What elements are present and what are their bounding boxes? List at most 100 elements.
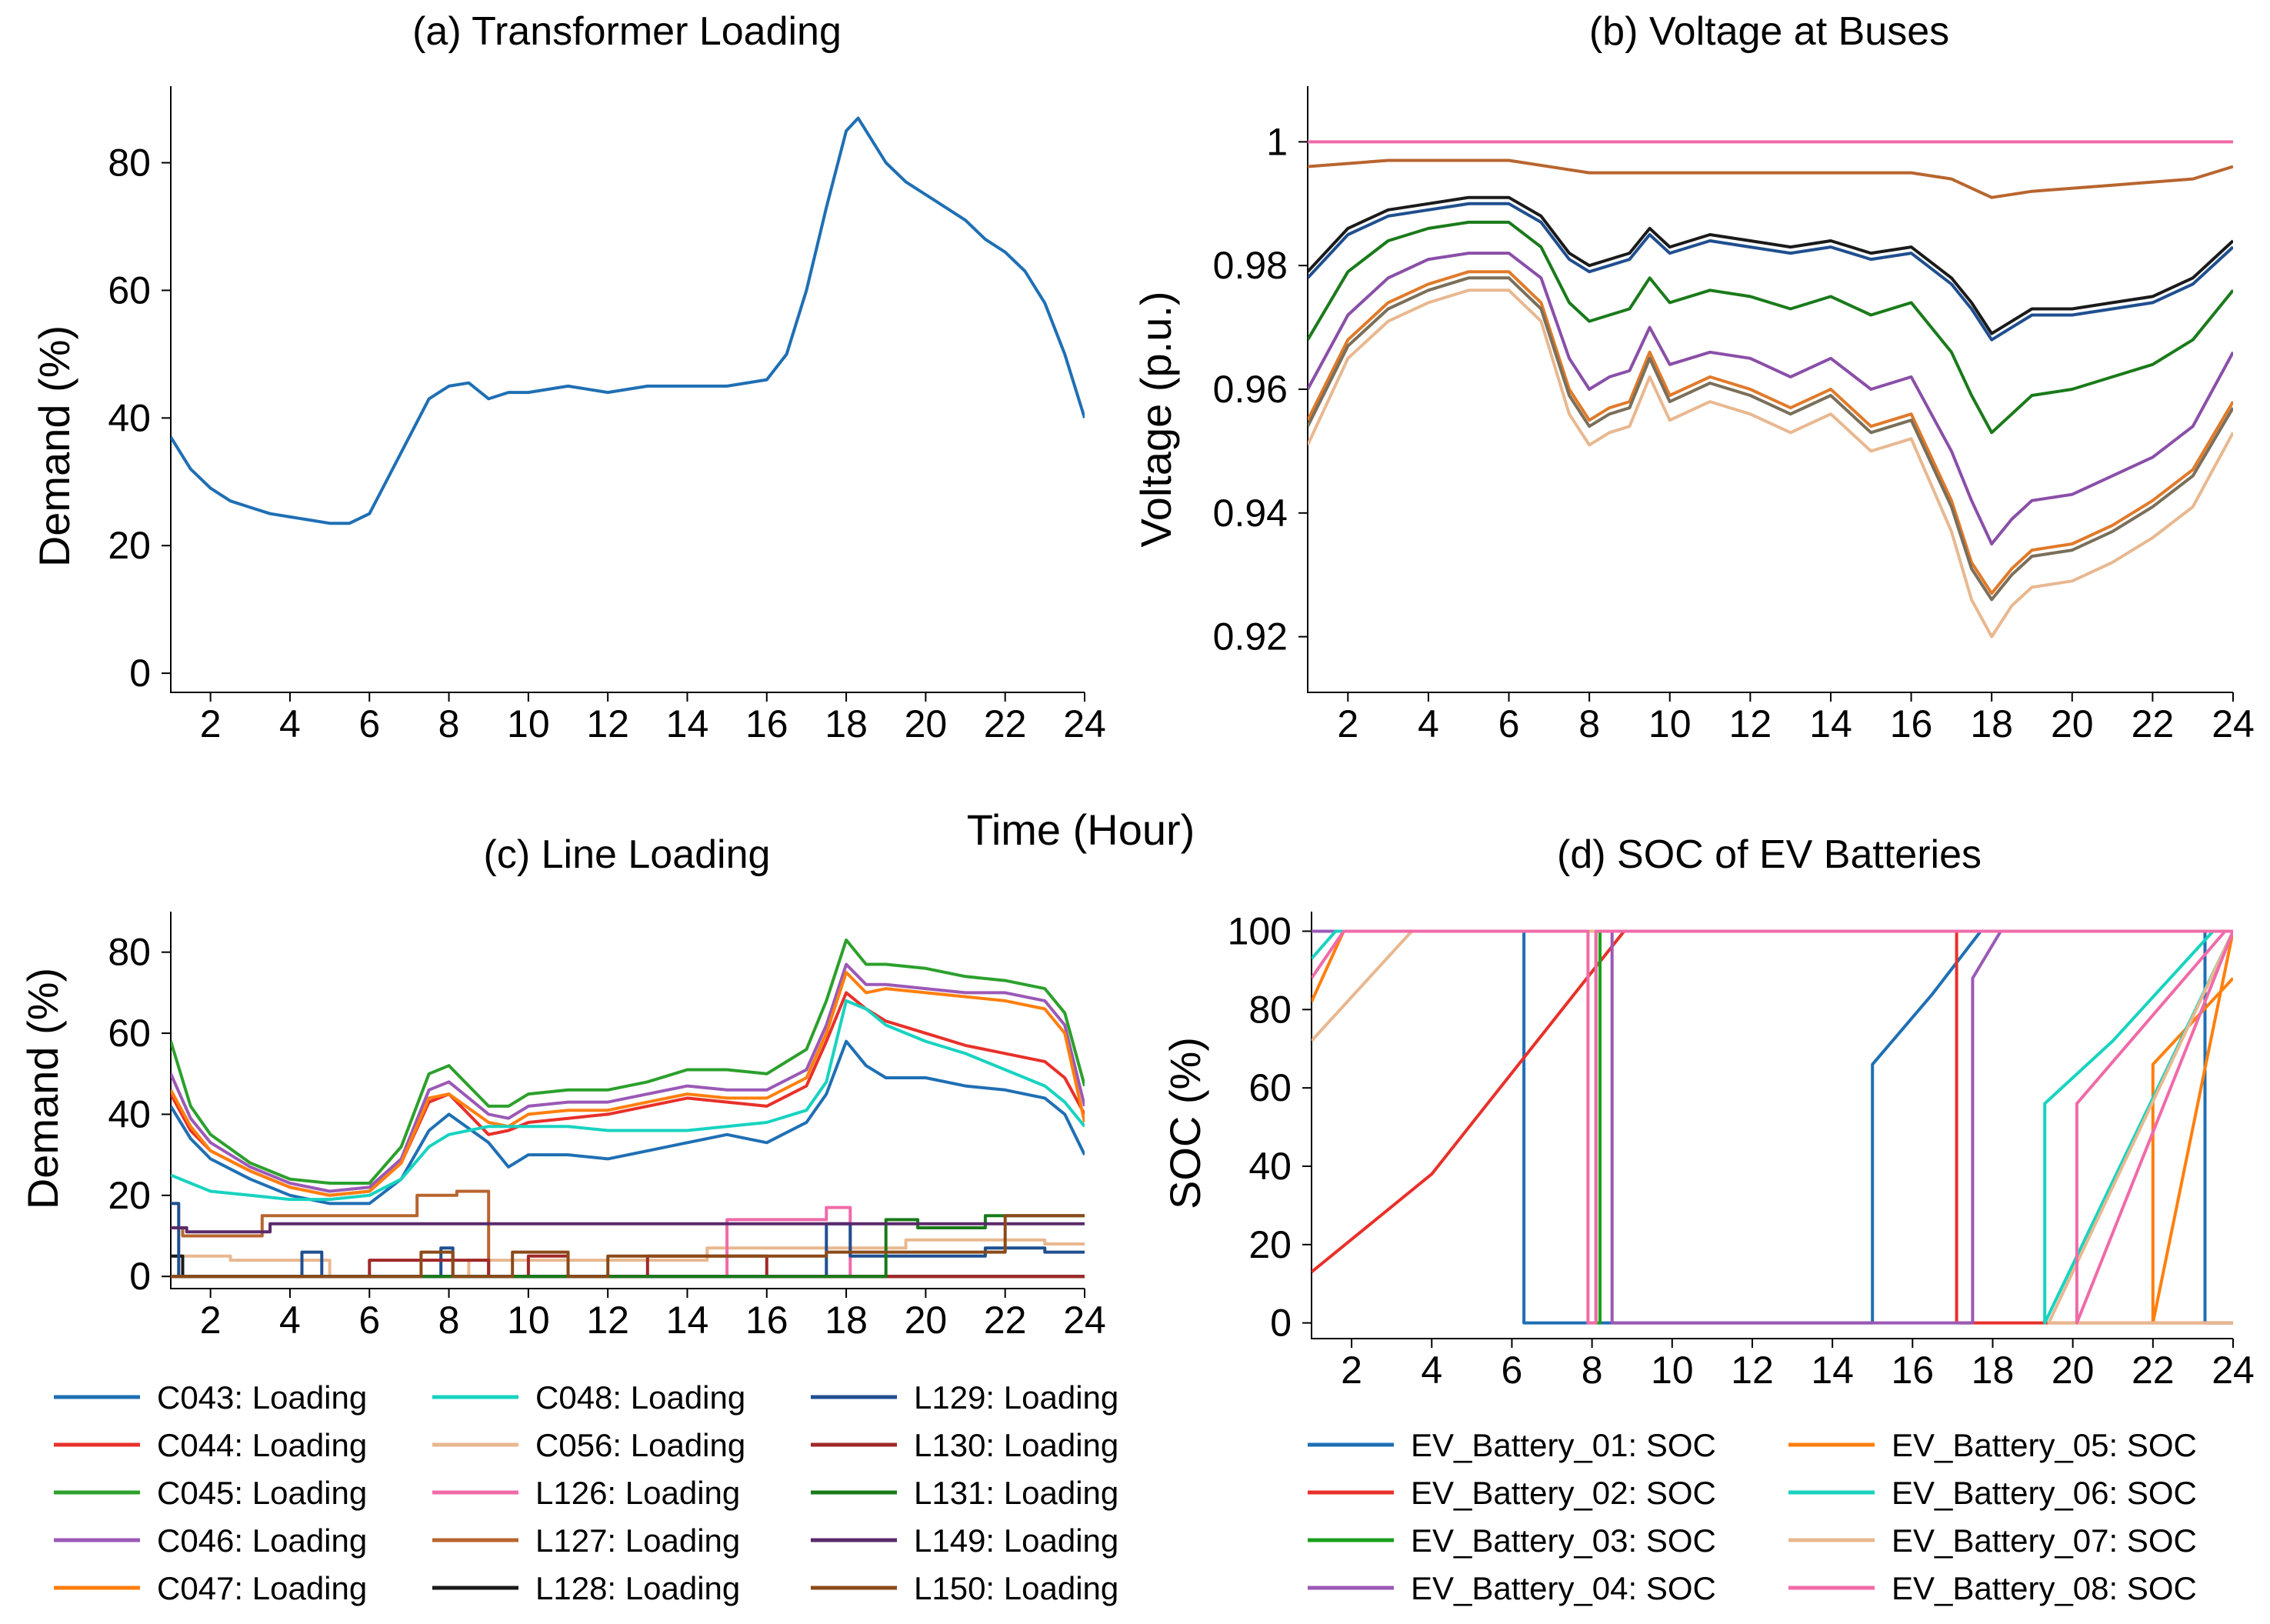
x-tick-label: 6 xyxy=(1502,1349,1523,1392)
y-tick-label: 60 xyxy=(108,1012,151,1055)
series-line-bus-group-4 xyxy=(1308,270,2233,595)
series-line-l150-loading xyxy=(171,1214,1085,1279)
series-line-bus-group-1b xyxy=(1308,202,2233,342)
series-line-ev-battery-02-soc xyxy=(1312,929,2233,1325)
x-tick-label: 2 xyxy=(200,702,222,745)
x-tick-label: 24 xyxy=(2212,1349,2255,1392)
x-tick-label: 6 xyxy=(358,702,380,745)
legend-label: C046: Loading xyxy=(157,1522,367,1559)
series-line-c046-loading xyxy=(171,962,1085,1193)
x-tick-label: 4 xyxy=(1418,702,1439,745)
series-line-c044-loading xyxy=(171,991,1085,1197)
x-tick-label: 8 xyxy=(1578,702,1600,745)
legend-label: L149: Loading xyxy=(914,1522,1118,1559)
y-tick-label: 20 xyxy=(108,1174,151,1217)
legend-label: C048: Loading xyxy=(535,1379,745,1416)
y-tick-label: 40 xyxy=(108,1092,151,1135)
y-tick-label: 20 xyxy=(1248,1223,1292,1266)
x-tick-label: 10 xyxy=(507,702,550,745)
series-line-ev-battery-07-soc xyxy=(1312,929,2233,1325)
series-line-bus-group-1 xyxy=(1308,195,2233,335)
y-tick-label: 80 xyxy=(108,931,151,974)
x-tick-label: 6 xyxy=(358,1299,380,1342)
panel-a-ylabel: Demand (%) xyxy=(30,325,78,567)
panel-d-axes xyxy=(1311,912,2233,1339)
x-tick-label: 8 xyxy=(438,1299,460,1342)
series-line-l126-loading xyxy=(171,1205,1085,1279)
x-tick-label: 24 xyxy=(1063,1299,1106,1342)
x-tick-label: 22 xyxy=(984,702,1027,745)
y-tick-label: 0.92 xyxy=(1213,615,1288,659)
x-tick-label: 18 xyxy=(1970,702,2013,745)
x-tick-label: 12 xyxy=(586,1299,629,1342)
legend-label: C044: Loading xyxy=(157,1427,367,1463)
panel-a-axes xyxy=(170,86,1085,693)
series-line-bus-group-3 xyxy=(1308,252,2233,545)
x-tick-label: 22 xyxy=(2132,702,2175,745)
x-tick-label: 18 xyxy=(825,1299,868,1342)
y-tick-label: 100 xyxy=(1228,909,1292,952)
x-tick-label: 10 xyxy=(1651,1349,1694,1392)
y-tick-label: 1 xyxy=(1266,120,1288,163)
y-tick-label: 0.96 xyxy=(1213,368,1288,411)
y-tick-label: 0 xyxy=(129,652,151,695)
x-tick-label: 20 xyxy=(2052,1349,2095,1392)
legend-label: C043: Loading xyxy=(157,1379,367,1416)
panel-b-axes xyxy=(1307,86,2233,693)
x-tick-label: 16 xyxy=(745,1299,788,1342)
x-tick-label: 6 xyxy=(1498,702,1520,745)
x-tick-label: 14 xyxy=(666,702,709,745)
y-tick-label: 80 xyxy=(1248,988,1292,1031)
legend-label: C047: Loading xyxy=(157,1570,367,1606)
series-line-c043-loading xyxy=(171,1039,1085,1205)
y-tick-label: 60 xyxy=(1248,1066,1292,1109)
x-tick-label: 14 xyxy=(666,1299,709,1342)
y-tick-label: 0.98 xyxy=(1213,244,1288,287)
y-tick-label: 0 xyxy=(129,1255,151,1298)
x-tick-label: 16 xyxy=(1891,1349,1934,1392)
legend-label: EV_Battery_06: SOC xyxy=(1892,1475,2197,1511)
series-line-ev-battery-06-soc xyxy=(1312,929,2233,1325)
x-tick-label: 12 xyxy=(1729,702,1772,745)
panel-a-title: (a) Transformer Loading xyxy=(412,9,842,54)
x-tick-label: 24 xyxy=(2212,702,2255,745)
panel-b-title: (b) Voltage at Buses xyxy=(1589,9,1949,54)
x-tick-label: 12 xyxy=(1731,1349,1774,1392)
series-line-ev-battery-03-soc xyxy=(1312,929,2233,1325)
legend-label: L130: Loading xyxy=(914,1427,1118,1463)
x-tick-label: 14 xyxy=(1809,702,1852,745)
x-tick-label: 14 xyxy=(1811,1349,1854,1392)
series-line-l149-loading xyxy=(171,1222,1085,1234)
x-tick-label: 2 xyxy=(1337,702,1358,745)
panel-c-title: (c) Line Loading xyxy=(484,832,771,877)
x-tick-label: 12 xyxy=(586,702,629,745)
legend-label: C045: Loading xyxy=(157,1475,367,1511)
legend-label: L128: Loading xyxy=(535,1570,740,1606)
x-tick-label: 4 xyxy=(279,702,301,745)
x-tick-label: 4 xyxy=(279,1299,301,1342)
y-tick-label: 20 xyxy=(108,524,151,567)
panel-b-ylabel: Voltage (p.u.) xyxy=(1132,291,1180,547)
legend-label: EV_Battery_08: SOC xyxy=(1892,1570,2197,1606)
legend-label: C056: Loading xyxy=(535,1427,745,1463)
x-tick-label: 10 xyxy=(1648,702,1692,745)
series-line-ev-battery-01-soc xyxy=(1312,929,2233,1325)
series-line-ev-battery-05-soc xyxy=(1312,929,2233,1325)
series-line-c056-loading xyxy=(171,1238,1085,1279)
legend-label: L127: Loading xyxy=(535,1522,740,1559)
series-line-bus-group-6 xyxy=(1308,288,2233,639)
x-tick-label: 20 xyxy=(2051,702,2094,745)
x-tick-label: 22 xyxy=(2132,1349,2175,1392)
x-tick-label: 20 xyxy=(905,1299,948,1342)
legend-label: EV_Battery_05: SOC xyxy=(1892,1427,2197,1463)
x-tick-label: 18 xyxy=(825,702,868,745)
x-tick-label: 2 xyxy=(1341,1349,1362,1392)
y-tick-label: 0.94 xyxy=(1213,492,1288,535)
x-tick-label: 10 xyxy=(507,1299,550,1342)
legend-label: L150: Loading xyxy=(914,1570,1118,1606)
x-tick-label: 8 xyxy=(1582,1349,1603,1392)
panel-soc-of-ev-batteries: (d) SOC of EV Batteries SOC (%) 2 4 6 8 10 12… xyxy=(1161,832,2255,1606)
series-line-l127-loading xyxy=(171,1189,1085,1279)
